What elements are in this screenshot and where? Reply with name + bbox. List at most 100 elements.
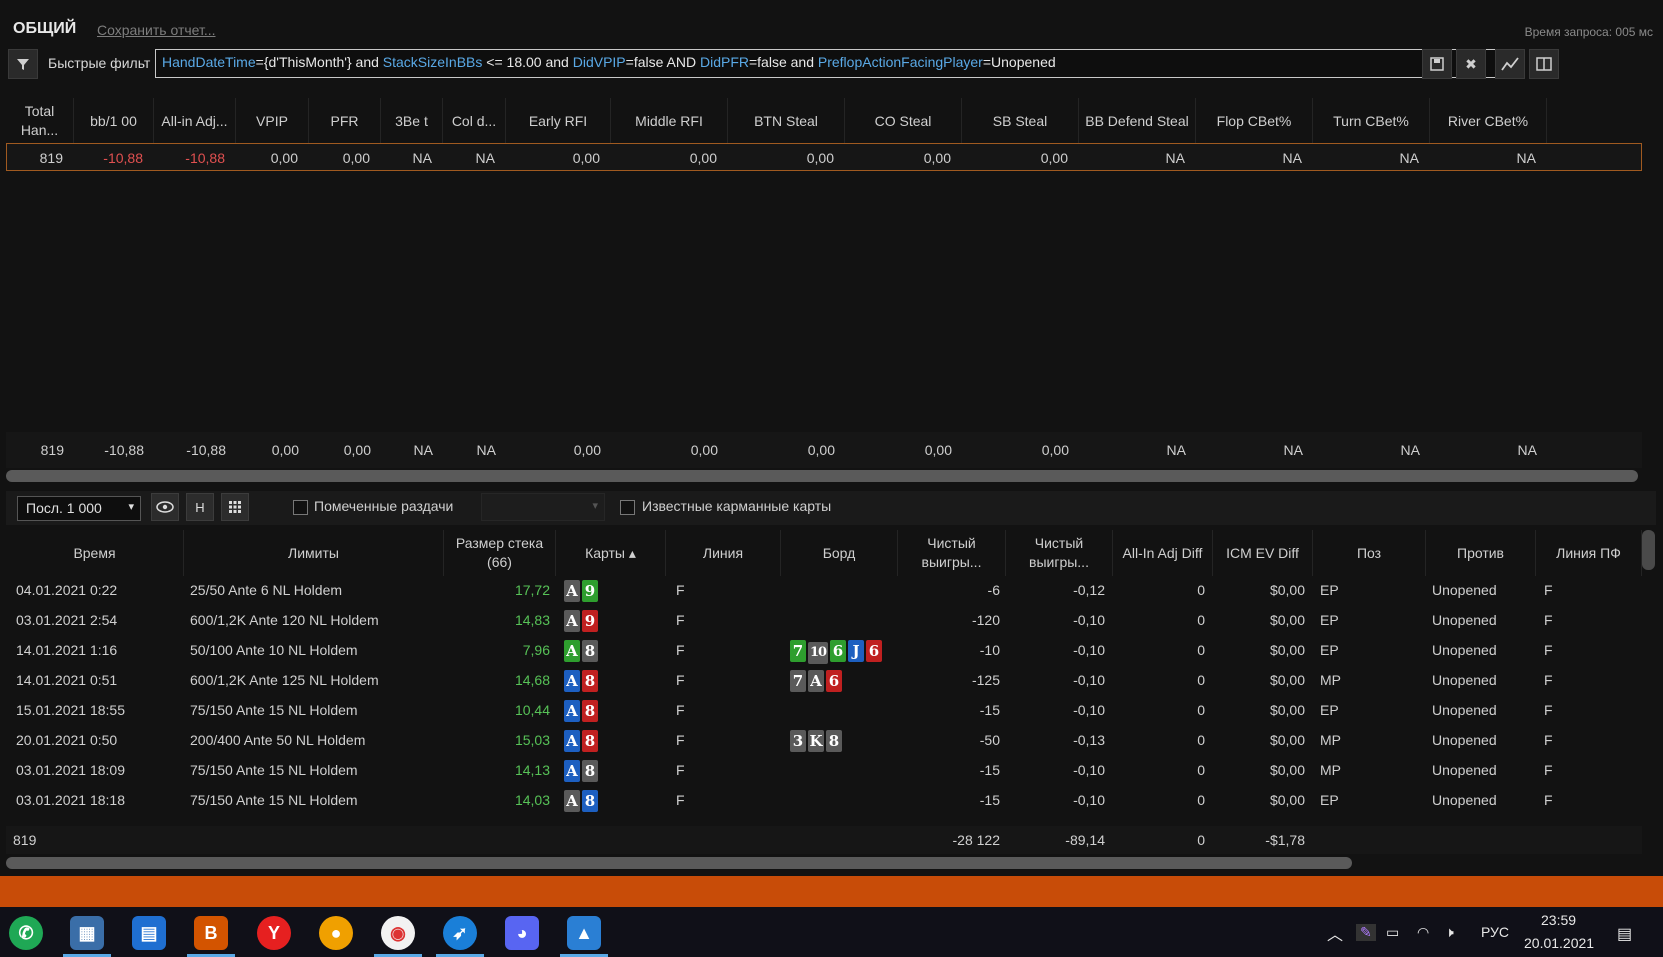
h-button[interactable]: H [186,493,214,521]
clock-time[interactable]: 23:59 [1541,912,1577,928]
known-cards-label: Известные карманные карты [642,498,832,514]
app-b-icon[interactable]: B [194,916,228,950]
filter-token: PreflopActionFacingPlayer [817,54,983,70]
stats-col-header[interactable]: CO Steal [845,98,962,144]
hands-col-header[interactable]: Размер стека (66) [444,530,556,576]
stats-col-header[interactable]: PFR [309,98,381,144]
discord-icon[interactable]: ◕ [505,916,539,950]
whatsapp-icon[interactable]: ✆ [9,916,43,950]
table-row[interactable]: 03.01.2021 18:18 75/150 Ante 15 NL Holdem… [6,786,1642,816]
hands-cell: $0,00 [1269,582,1305,598]
filter-icon[interactable] [8,49,38,79]
hands-cell: 14.01.2021 0:51 [16,672,118,688]
music-app-icon[interactable]: ● [319,916,353,950]
table-row[interactable]: 20.01.2021 0:50 200/400 Ante 50 NL Holdem… [6,726,1642,756]
stats-col-header[interactable]: Col d... [443,98,506,144]
table-row[interactable]: 15.01.2021 18:55 75/150 Ante 15 NL Holdem… [6,696,1642,726]
hands-cell: F [1544,642,1553,658]
notifications-icon[interactable]: ▤ [1617,926,1633,943]
stats-col-header[interactable]: Turn CBet% [1313,98,1430,144]
stats-col-header[interactable]: bb/1 00 [74,98,154,144]
wifi-icon[interactable]: ◠ [1417,924,1430,940]
status-strip [0,876,1663,907]
page-title: ОБЩИЙ [13,20,77,37]
chrome-icon[interactable]: ◉ [381,916,415,950]
app-wing-icon[interactable]: ➶ [443,916,477,950]
eye-icon[interactable] [151,493,179,521]
stats-cell: 0,00 [1041,442,1069,458]
hands-col-header[interactable]: Время [6,530,184,576]
calendar-icon[interactable]: ▤ [132,916,166,950]
stats-col-header[interactable]: 3Be t [381,98,443,144]
grid-icon[interactable] [221,493,249,521]
chart-icon[interactable] [1495,49,1525,79]
stats-col-header[interactable]: Flop CBet% [1196,98,1313,144]
stats-col-header[interactable]: All-in Adj... [154,98,236,144]
photos-icon[interactable]: ▲ [567,916,601,950]
hands-col-header[interactable]: Борд [781,530,898,576]
table-row[interactable]: 03.01.2021 2:54 600/1,2K Ante 120 NL Hold… [6,606,1642,636]
volume-icon[interactable]: 🕨 [1445,924,1454,940]
battery-icon[interactable]: ▭ [1386,924,1400,940]
hands-cell: 0 [1197,672,1205,688]
calculator-icon[interactable]: ▦ [70,916,104,950]
tray-expand-icon[interactable]: ︿ [1327,927,1344,944]
stats-col-header[interactable]: VPIP [236,98,309,144]
stats-col-header[interactable]: BB Defend Steal [1079,98,1196,144]
hands-horizontal-scrollbar[interactable] [6,857,1352,869]
card-icon: 7 [790,640,806,662]
marked-hands-dropdown[interactable]: ▾ [481,493,605,521]
stats-cell: NA [1399,150,1419,166]
known-cards-checkbox[interactable] [620,500,635,515]
table-row[interactable]: 04.01.2021 0:22 25/50 Ante 6 NL Holdem 17,… [6,576,1642,606]
hands-col-header[interactable]: Чистый выигры... [1006,530,1113,576]
clear-filter-icon[interactable]: ✖ [1456,49,1486,79]
hands-cell: $0,00 [1269,792,1305,808]
filter-query-input[interactable]: HandDateTime={d'ThisMonth'} and StackSiz… [155,49,1508,78]
hands-col-header[interactable]: Линия ПФ [1536,530,1642,576]
hands-cell: $0,00 [1269,702,1305,718]
hands-col-header[interactable]: Против [1426,530,1536,576]
stats-col-header[interactable]: River CBet% [1430,98,1547,144]
hands-col-header[interactable]: Карты ▴ [556,530,666,576]
stats-cell: NA [1517,442,1537,458]
hands-limit-select[interactable]: Посл. 1 000 ▾ [17,496,141,521]
hands-cell: $0,00 [1269,732,1305,748]
filter-token: =false and [748,54,818,70]
stats-cell: 0,00 [806,150,834,166]
hands-cell: -15 [979,702,1000,718]
panel-layout-icon[interactable] [1529,49,1559,79]
marked-hands-checkbox[interactable] [293,500,308,515]
table-row[interactable]: 03.01.2021 18:09 75/150 Ante 15 NL Holdem… [6,756,1642,786]
clock-date[interactable]: 20.01.2021 [1524,935,1595,951]
yandex-browser-icon[interactable]: Y [257,916,291,950]
table-row[interactable]: 14.01.2021 1:16 50/100 Ante 10 NL Holdem 7… [6,636,1642,666]
table-row[interactable]: 14.01.2021 0:51 600/1,2K Ante 125 NL Hold… [6,666,1642,696]
hands-cell: 0 [1197,612,1205,628]
hands-col-header[interactable]: ICM EV Diff [1213,530,1313,576]
stats-row[interactable]: 819 -10,88 -10,88 0,00 0,00 NA NA 0,00 0,00 0,00 0… [6,143,1642,171]
language-indicator[interactable]: РУС [1481,924,1510,940]
stats-col-header[interactable]: SB Steal [962,98,1079,144]
stats-col-header[interactable]: BTN Steal [728,98,845,144]
filter-token: DidVPIP [572,54,626,70]
hands-col-header[interactable]: Лимиты [184,530,444,576]
stats-col-header[interactable]: Middle RFI [611,98,728,144]
stats-col-header[interactable]: Total Han... [6,98,74,144]
save-report-link[interactable]: Сохранить отчет... [97,22,216,38]
hands-col-header[interactable]: Чистый выигры... [898,530,1006,576]
stats-cell: 0,00 [690,442,718,458]
pen-tray-icon[interactable]: ✎ [1356,924,1376,941]
hands-col-header[interactable]: All-In Adj Diff [1113,530,1213,576]
save-filter-icon[interactable] [1422,49,1452,79]
hands-total-cell: -89,14 [1065,832,1105,848]
stats-horizontal-scrollbar[interactable] [6,470,1638,482]
hands-col-header[interactable]: Линия [666,530,781,576]
hands-col-header[interactable]: Поз [1313,530,1426,576]
card-icon: 7 [790,670,806,692]
card-icon: 8 [582,760,598,782]
hands-cell: 0 [1197,582,1205,598]
hands-vertical-scrollbar[interactable] [1642,530,1655,570]
filter-token: StackSizeInBBs [382,54,483,70]
stats-col-header[interactable]: Early RFI [506,98,611,144]
